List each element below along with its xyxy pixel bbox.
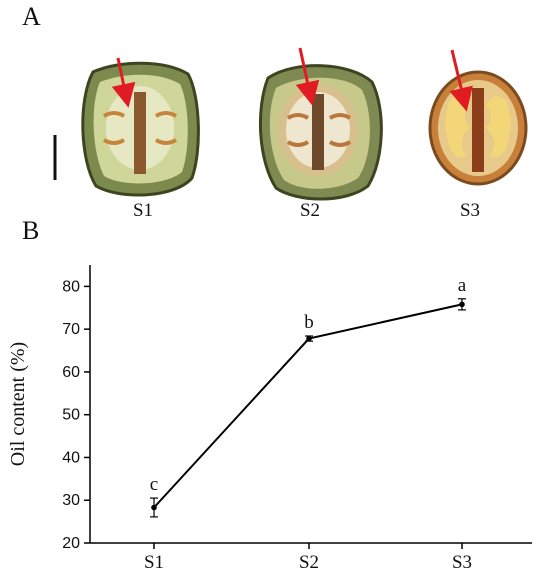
x-tick-label: S1 <box>144 552 164 573</box>
y-tick-label: 80 <box>62 278 80 295</box>
sample-label-s1: S1 <box>132 200 154 221</box>
data-point <box>459 301 465 308</box>
data-point <box>151 504 157 511</box>
y-tick-label: 20 <box>62 535 80 552</box>
panel-label-b: B <box>22 216 40 245</box>
y-tick-label: 60 <box>62 364 80 381</box>
data-point <box>306 335 312 342</box>
x-tick-label: S3 <box>452 552 472 573</box>
significance-label: c <box>150 474 158 495</box>
significance-label: a <box>458 275 467 296</box>
y-tick-label: 50 <box>62 407 80 424</box>
walnut-s1-image <box>81 61 200 197</box>
arrow-s2 <box>295 47 320 106</box>
sample-label-s2: S2 <box>299 200 321 221</box>
arrow-s3 <box>449 49 473 112</box>
arrow-s1 <box>111 57 136 108</box>
sample-label-s3: S3 <box>459 200 481 221</box>
walnut-s2-image <box>259 64 383 201</box>
significance-label: b <box>304 312 314 333</box>
y-tick-label: 30 <box>62 492 80 509</box>
chart-axes <box>89 265 532 544</box>
series-line <box>153 303 463 509</box>
y-tick-label: 40 <box>62 449 80 466</box>
panel-label-a: A <box>22 2 41 31</box>
walnut-photos <box>53 47 528 201</box>
y-axis-title: Oil content (%) <box>7 342 29 466</box>
y-tick-label: 70 <box>62 321 80 338</box>
x-tick-label: S2 <box>299 552 319 573</box>
